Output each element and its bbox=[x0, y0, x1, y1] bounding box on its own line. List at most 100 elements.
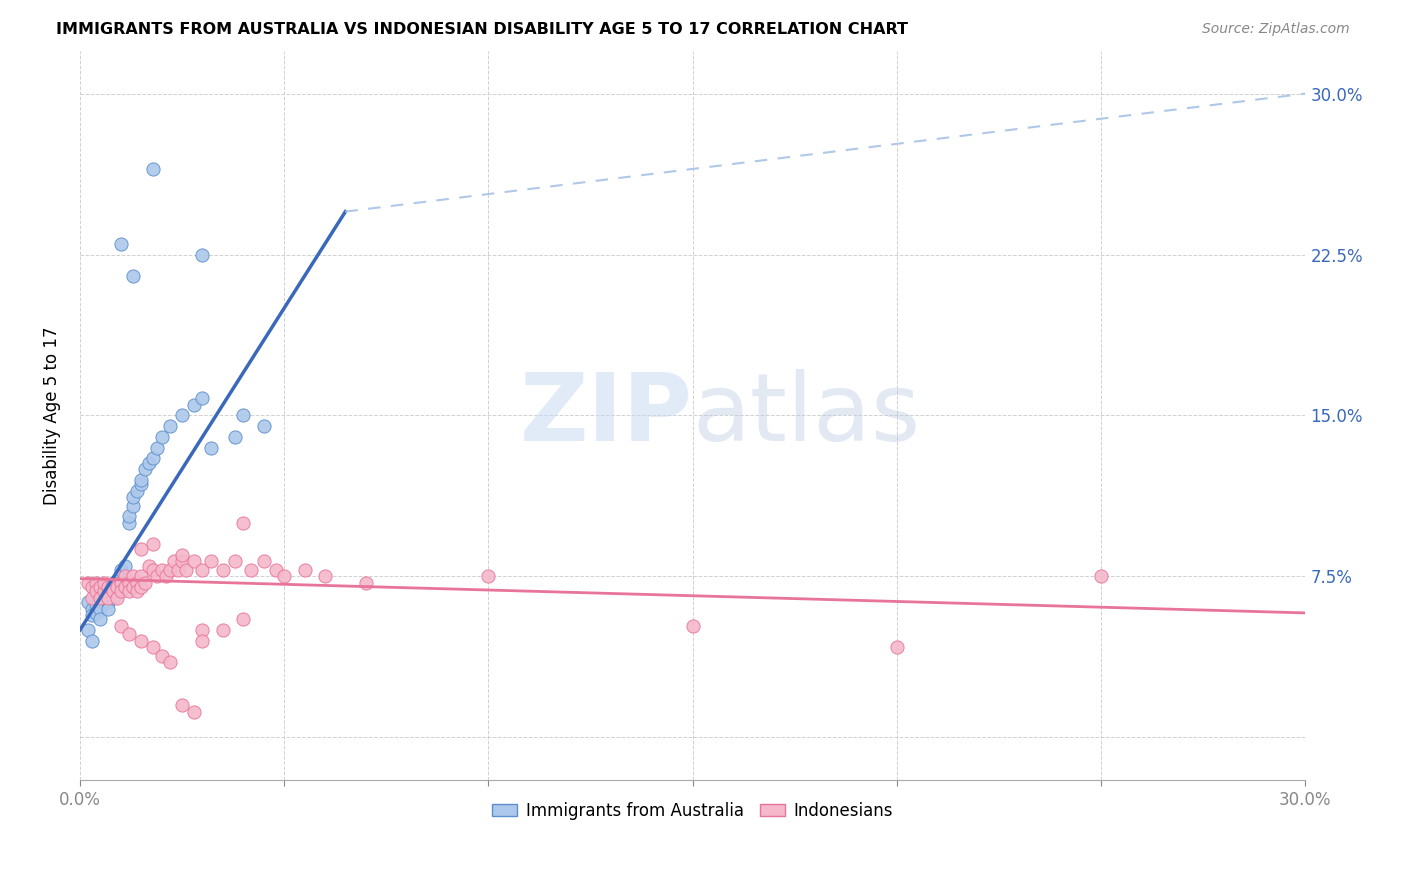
Point bbox=[682, 619, 704, 633]
Point bbox=[232, 612, 254, 626]
Point bbox=[191, 563, 214, 577]
Point bbox=[170, 409, 193, 423]
Point bbox=[129, 541, 152, 556]
Y-axis label: Disability Age 5 to 17: Disability Age 5 to 17 bbox=[44, 326, 60, 505]
Point bbox=[89, 591, 111, 605]
Point bbox=[167, 563, 190, 577]
Point bbox=[93, 580, 115, 594]
Point bbox=[224, 430, 246, 444]
Point bbox=[146, 569, 169, 583]
Point bbox=[82, 601, 104, 615]
Point bbox=[125, 584, 148, 599]
Text: Source: ZipAtlas.com: Source: ZipAtlas.com bbox=[1202, 22, 1350, 37]
Point bbox=[150, 648, 173, 663]
Point bbox=[191, 623, 214, 637]
Point bbox=[159, 655, 181, 669]
Point bbox=[170, 554, 193, 568]
Point bbox=[82, 633, 104, 648]
Point bbox=[89, 580, 111, 594]
Point bbox=[77, 623, 100, 637]
Point bbox=[138, 456, 160, 470]
Point bbox=[232, 516, 254, 530]
Point bbox=[97, 580, 120, 594]
Point bbox=[129, 633, 152, 648]
Point bbox=[110, 584, 132, 599]
Point bbox=[118, 575, 141, 590]
Point bbox=[264, 563, 287, 577]
Point bbox=[105, 580, 128, 594]
Point bbox=[129, 473, 152, 487]
Point bbox=[159, 563, 181, 577]
Point bbox=[142, 537, 165, 551]
Point bbox=[122, 499, 145, 513]
Point bbox=[105, 575, 128, 590]
Point bbox=[110, 575, 132, 590]
Point bbox=[89, 591, 111, 605]
Text: atlas: atlas bbox=[693, 369, 921, 461]
Point bbox=[224, 554, 246, 568]
Point bbox=[122, 268, 145, 283]
Point bbox=[142, 161, 165, 176]
Point bbox=[129, 477, 152, 491]
Point bbox=[1090, 569, 1112, 583]
Point bbox=[211, 563, 233, 577]
Point bbox=[93, 584, 115, 599]
Text: IMMIGRANTS FROM AUSTRALIA VS INDONESIAN DISABILITY AGE 5 TO 17 CORRELATION CHART: IMMIGRANTS FROM AUSTRALIA VS INDONESIAN … bbox=[56, 22, 908, 37]
Point bbox=[118, 627, 141, 641]
Point bbox=[118, 584, 141, 599]
Point bbox=[142, 640, 165, 655]
Point bbox=[142, 563, 165, 577]
Point bbox=[101, 584, 124, 599]
Point bbox=[191, 247, 214, 261]
Point bbox=[77, 575, 100, 590]
Point bbox=[77, 595, 100, 609]
Point bbox=[200, 554, 222, 568]
Point bbox=[82, 608, 104, 623]
Point bbox=[105, 591, 128, 605]
Point bbox=[183, 705, 205, 719]
Point bbox=[93, 575, 115, 590]
Point bbox=[84, 606, 107, 620]
Point bbox=[93, 591, 115, 605]
Point bbox=[97, 601, 120, 615]
Point bbox=[191, 392, 214, 406]
Point bbox=[134, 575, 156, 590]
Point bbox=[155, 569, 177, 583]
Legend: Immigrants from Australia, Indonesians: Immigrants from Australia, Indonesians bbox=[485, 796, 900, 827]
Point bbox=[200, 441, 222, 455]
Point bbox=[110, 619, 132, 633]
Point bbox=[110, 236, 132, 251]
Point bbox=[183, 554, 205, 568]
Point bbox=[105, 580, 128, 594]
Point bbox=[170, 698, 193, 713]
Point bbox=[125, 483, 148, 498]
Point bbox=[118, 516, 141, 530]
Point bbox=[146, 441, 169, 455]
Point bbox=[129, 569, 152, 583]
Point bbox=[101, 575, 124, 590]
Point bbox=[240, 563, 263, 577]
Point bbox=[142, 451, 165, 466]
Point bbox=[191, 633, 214, 648]
Point bbox=[114, 558, 136, 573]
Point bbox=[354, 575, 377, 590]
Point bbox=[93, 584, 115, 599]
Point bbox=[159, 419, 181, 434]
Point bbox=[110, 563, 132, 577]
Point bbox=[84, 598, 107, 612]
Point bbox=[122, 569, 145, 583]
Point bbox=[118, 509, 141, 524]
Point bbox=[114, 569, 136, 583]
Point bbox=[89, 601, 111, 615]
Point bbox=[138, 558, 160, 573]
Point bbox=[125, 575, 148, 590]
Point bbox=[84, 584, 107, 599]
Point bbox=[253, 554, 276, 568]
Point bbox=[183, 398, 205, 412]
Point bbox=[114, 580, 136, 594]
Point bbox=[273, 569, 295, 583]
Point bbox=[170, 548, 193, 562]
Point bbox=[97, 591, 120, 605]
Point bbox=[253, 419, 276, 434]
Point bbox=[101, 591, 124, 605]
